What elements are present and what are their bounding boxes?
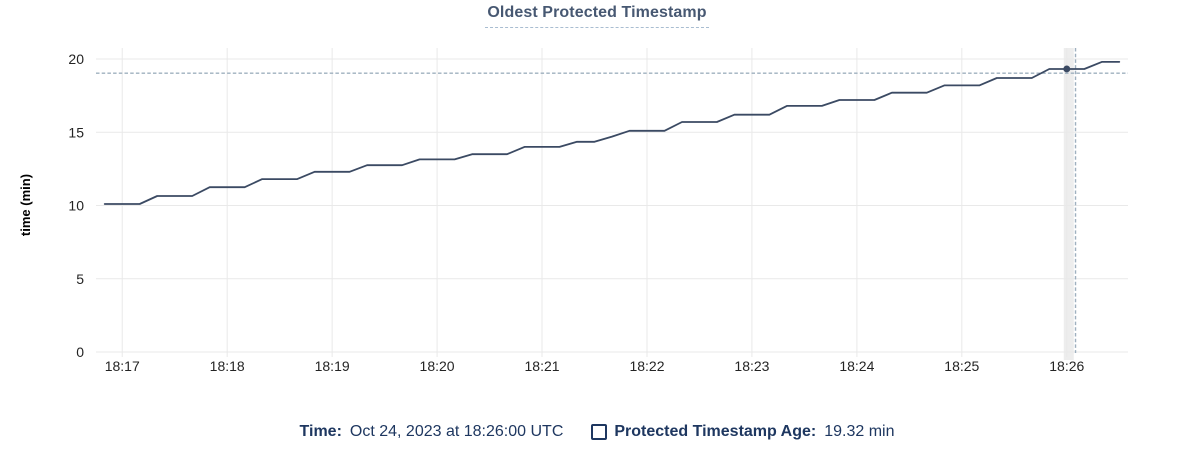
y-tick-label: 15 bbox=[68, 124, 84, 140]
chart-title[interactable]: Oldest Protected Timestamp bbox=[485, 4, 709, 28]
x-tick-label: 18:25 bbox=[944, 358, 979, 374]
time-label: Time: bbox=[299, 423, 342, 440]
series-checkbox-icon bbox=[591, 424, 608, 440]
x-tick-label: 18:22 bbox=[629, 358, 664, 374]
hover-legend: Time: Oct 24, 2023 at 18:26:00 UTC Prote… bbox=[0, 423, 1194, 441]
y-tick-label: 5 bbox=[76, 271, 84, 287]
hover-band bbox=[1063, 48, 1074, 360]
y-axis-label: time (min) bbox=[18, 174, 33, 236]
y-tick-label: 0 bbox=[76, 344, 84, 360]
x-tick-label: 18:19 bbox=[315, 358, 350, 374]
hover-dot bbox=[1063, 65, 1071, 73]
chart-header: Oldest Protected Timestamp bbox=[0, 4, 1194, 28]
y-tick-label: 20 bbox=[68, 51, 84, 67]
x-tick-label: 18:20 bbox=[420, 358, 455, 374]
line-chart-canvas[interactable]: 18:17 18:18 18:19 18:20 18:21 18:22 18:23 18:24… bbox=[0, 0, 1194, 410]
x-tick-label: 18:24 bbox=[839, 358, 874, 374]
x-tick-label: 18:23 bbox=[734, 358, 769, 374]
time-value: Oct 24, 2023 at 18:26:00 UTC bbox=[349, 423, 564, 440]
series-line bbox=[103, 61, 1121, 205]
series-label: Protected Timestamp Age: bbox=[614, 423, 817, 440]
x-tick-label: 18:21 bbox=[525, 358, 560, 374]
x-tick-label: 18:26 bbox=[1049, 358, 1084, 374]
series-value: 19.32 min bbox=[824, 423, 895, 440]
x-tick-label: 18:17 bbox=[105, 358, 140, 374]
y-tick-label: 10 bbox=[68, 198, 84, 214]
x-tick-label: 18:18 bbox=[210, 358, 245, 374]
